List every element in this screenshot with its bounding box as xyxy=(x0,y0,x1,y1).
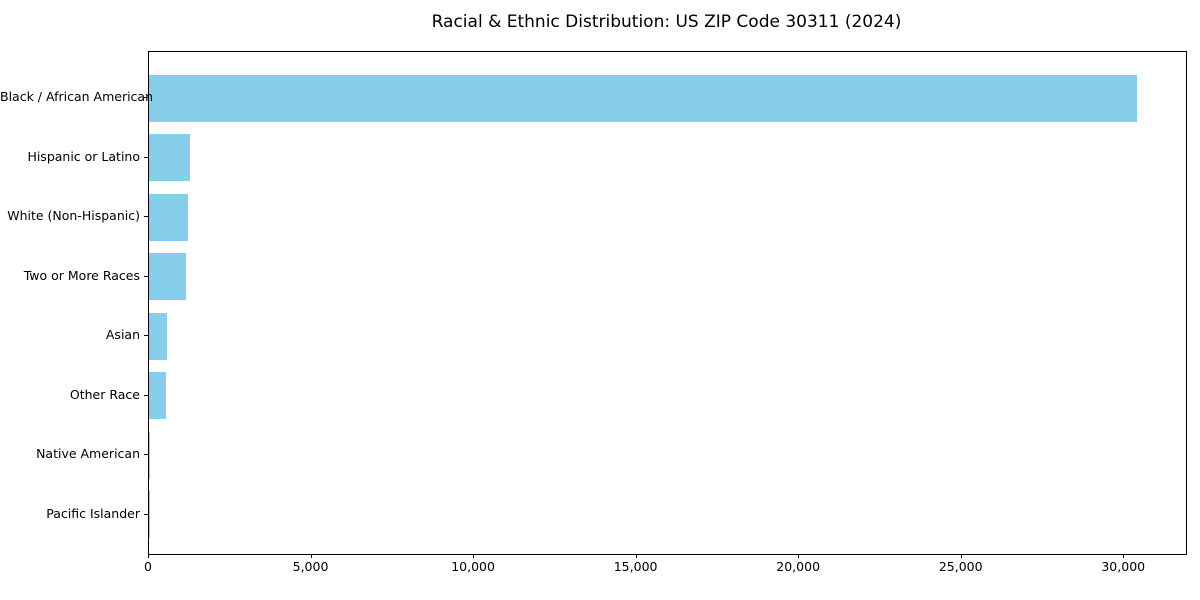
x-tick-mark xyxy=(1123,554,1125,558)
x-tick-label: 5,000 xyxy=(292,559,329,574)
y-tick-label: Asian xyxy=(105,327,140,342)
x-tick-label: 0 xyxy=(144,559,152,574)
y-tick-mark xyxy=(144,335,148,336)
bar-two-or-more-races xyxy=(149,253,187,300)
bar-white-non-hispanic xyxy=(149,193,188,241)
y-tick-mark xyxy=(144,97,148,98)
x-tick-mark xyxy=(473,554,475,558)
x-tick-label: 10,000 xyxy=(451,559,495,574)
x-tick-mark xyxy=(635,554,637,558)
y-tick-mark xyxy=(144,216,148,217)
y-tick-label: Hispanic or Latino xyxy=(27,148,140,164)
x-tick-mark xyxy=(148,554,149,558)
y-tick-label: Black / African American xyxy=(0,89,154,104)
x-tick-mark xyxy=(310,554,312,558)
y-tick-label: Pacific Islander xyxy=(46,505,140,521)
bar-asian xyxy=(149,312,167,360)
y-tick-label: Other Race xyxy=(69,386,140,402)
y-tick-mark xyxy=(144,454,148,455)
y-tick-label: Native American xyxy=(36,446,140,461)
y-tick-label: Two or More Races xyxy=(23,267,140,283)
y-tick-mark xyxy=(144,394,148,396)
x-tick-label: 15,000 xyxy=(613,559,658,574)
bar-other-race xyxy=(149,372,166,419)
bar-native-american xyxy=(149,431,151,479)
x-tick-mark xyxy=(798,554,800,558)
y-tick-label: White (Non-Hispanic) xyxy=(7,208,140,223)
y-tick-mark xyxy=(144,275,148,277)
plot-area xyxy=(148,51,1187,555)
x-tick-mark xyxy=(960,554,962,558)
chart-title: Racial & Ethnic Distribution: US ZIP Cod… xyxy=(431,12,902,32)
x-tick-label: 25,000 xyxy=(938,559,983,574)
y-tick-mark xyxy=(144,513,148,515)
bar-black-african-american xyxy=(149,74,1138,122)
y-tick-mark xyxy=(144,156,148,158)
x-tick-label: 30,000 xyxy=(1101,559,1146,574)
bar-hispanic-or-latino xyxy=(149,134,190,181)
x-tick-label: 20,000 xyxy=(776,559,821,574)
